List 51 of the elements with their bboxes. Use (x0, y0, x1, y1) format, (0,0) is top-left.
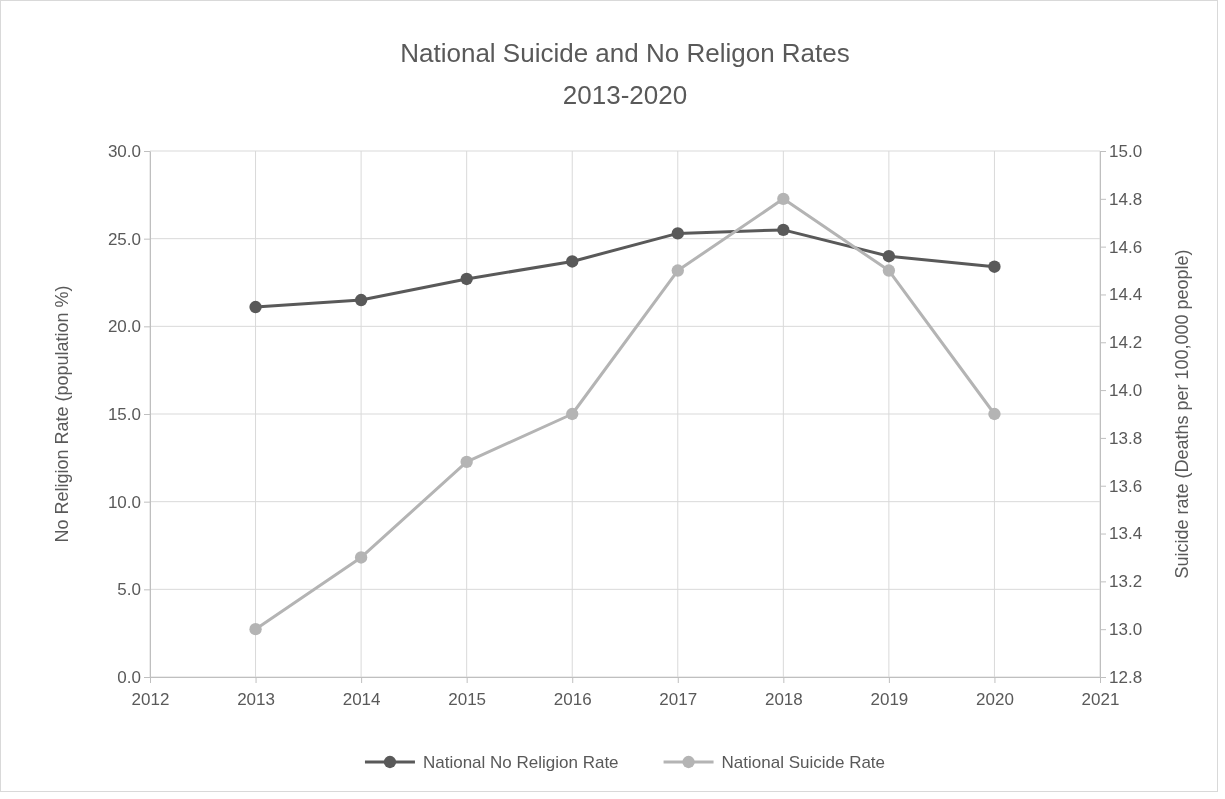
y2-tick-label: 12.8 (1109, 667, 1143, 687)
point (671, 264, 684, 277)
y2-tick-label: 14.0 (1109, 381, 1143, 401)
y-axis-title: No Religion Rate (population %) (52, 285, 72, 543)
point (882, 250, 896, 263)
point (777, 192, 790, 205)
point (460, 272, 473, 286)
point (988, 407, 1001, 421)
point (249, 623, 262, 636)
x-tick-label: 2020 (976, 689, 1014, 709)
point (249, 300, 262, 314)
y-tick-label: 10.0 (107, 492, 141, 512)
point (988, 260, 1001, 273)
x-tick-label: 2012 (131, 689, 170, 709)
y-tick-label: 20.0 (107, 317, 141, 337)
point (460, 455, 473, 468)
y2-tick-label: 13.0 (1109, 620, 1143, 640)
y2-axis-title: Suicide rate (Deaths per 100,000 people) (1172, 249, 1192, 579)
y-tick-label: 15.0 (107, 404, 141, 424)
y2-tick-label: 13.6 (1109, 476, 1143, 496)
y-tick-label: 5.0 (117, 580, 141, 600)
y2-tick-label: 13.2 (1109, 572, 1143, 592)
x-tick-label: 2015 (448, 689, 487, 709)
point (354, 551, 368, 564)
x-tick-label: 2021 (1081, 689, 1120, 709)
x-tick-label: 2014 (342, 689, 381, 709)
chart-title: National Suicide and No Religon Rates (400, 38, 850, 68)
y2-tick-label: 14.2 (1109, 333, 1143, 353)
point (671, 227, 684, 240)
legend-label: National Suicide Rate (721, 753, 886, 772)
point (566, 407, 579, 421)
x-tick-label: 2018 (764, 689, 803, 709)
y-tick-label: 0.0 (117, 667, 141, 687)
y-tick-label: 25.0 (107, 229, 141, 249)
y2-tick-label: 14.4 (1109, 285, 1143, 305)
x-tick-label: 2013 (237, 689, 275, 709)
y2-tick-label: 14.6 (1109, 237, 1143, 257)
y2-tick-label: 13.4 (1109, 524, 1143, 544)
x-tick-label: 2017 (659, 689, 698, 709)
y-tick-label: 30.0 (107, 141, 141, 161)
y2-tick-label: 13.8 (1109, 428, 1143, 448)
x-tick-label: 2016 (553, 689, 592, 709)
point (354, 293, 368, 307)
chart-subtitle: 2013-2020 (562, 80, 688, 110)
x-tick-label: 2019 (870, 689, 909, 709)
point (777, 223, 790, 237)
y2-tick-label: 15.0 (1109, 141, 1143, 161)
legend-label: National No Religion Rate (422, 753, 619, 772)
y2-tick-label: 14.8 (1109, 189, 1143, 209)
point (882, 264, 896, 277)
point (566, 255, 579, 268)
